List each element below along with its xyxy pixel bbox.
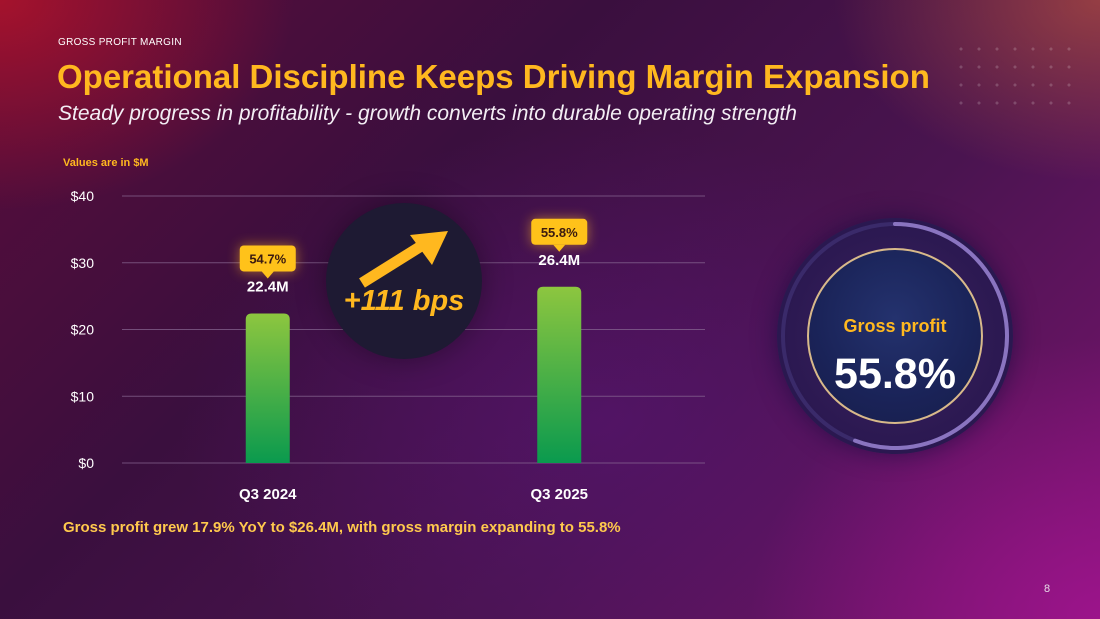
margin-callout-label: 54.7% [249,251,286,266]
x-category-label: Q3 2025 [530,486,588,503]
bps-badge: +111 bps [326,203,482,359]
y-tick-label: $20 [71,322,95,338]
bar-value-label: 22.4M [247,278,289,295]
margin-callout-box [239,245,296,272]
gauge-progress-arc [853,222,1009,450]
gauge-ring [781,222,1009,450]
y-tick-label: $30 [71,255,95,271]
margin-callout-label: 55.8% [541,225,578,240]
units-note: Values are in $M [63,157,149,169]
chart-footnote: Gross profit grew 17.9% YoY to $26.4M, w… [63,519,621,536]
page-number: 8 [1044,583,1051,595]
gauge-inner-circle: Gross profit 55.8% [807,248,983,424]
bps-text: +111 bps [343,285,465,317]
y-tick-label: $40 [71,188,95,204]
page-title: Operational Discipline Keeps Driving Mar… [57,58,930,95]
arrow-up-right-icon [359,231,448,288]
margin-callout-box [531,218,588,245]
x-category-label: Q3 2024 [239,486,297,503]
bar [245,313,290,463]
page-subtitle: Steady progress in profitability - growt… [58,102,797,125]
section-eyebrow: GROSS PROFIT MARGIN [58,37,182,48]
y-tick-label: $0 [78,455,94,471]
bar [537,286,582,463]
margin-callout-pointer [553,244,566,252]
gross-profit-gauge: Gross profit 55.8% [777,218,1013,454]
dot-grid-decoration [952,40,1072,112]
gauge-value: 55.8% [834,350,956,398]
y-tick-label: $10 [71,388,95,404]
gauge-label: Gross profit [843,316,947,336]
bar-value-label: 26.4M [538,252,580,269]
margin-callout-pointer [261,271,274,279]
